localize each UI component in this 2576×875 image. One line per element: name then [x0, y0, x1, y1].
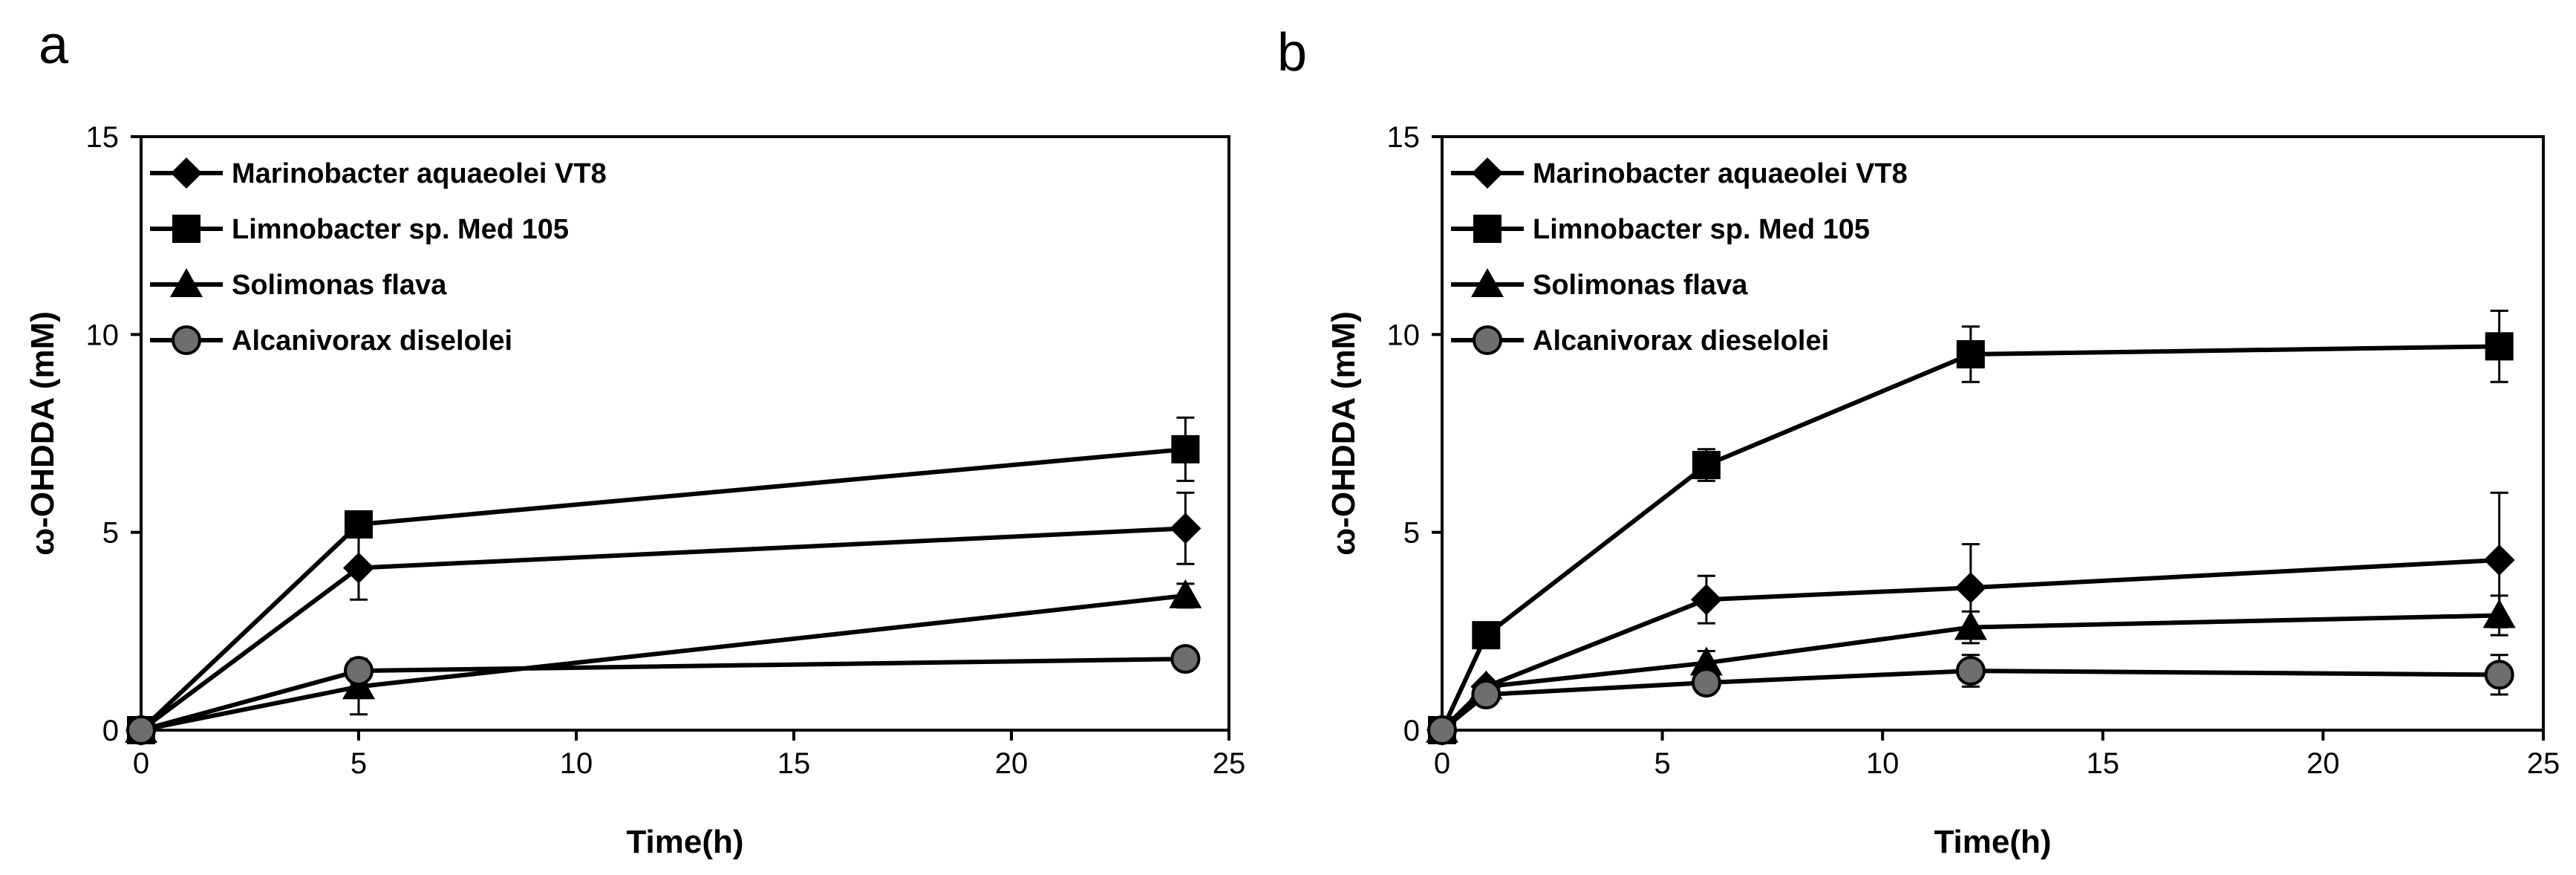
x-tick-label: 10 — [1866, 747, 1900, 780]
data-point-triangle — [2482, 599, 2516, 628]
x-tick-label: 5 — [1654, 747, 1670, 780]
data-point-circle — [1691, 668, 1721, 698]
panel-label: a — [39, 16, 69, 75]
x-axis-label: Time(h) — [626, 824, 743, 860]
data-point-triangle — [1169, 579, 1202, 608]
y-tick-label: 10 — [1387, 319, 1421, 351]
data-point-square — [1692, 451, 1721, 480]
x-axis-label: Time(h) — [1934, 824, 2051, 860]
legend-marker-diamond — [1472, 157, 1503, 189]
data-point-square — [345, 510, 373, 539]
legend-marker-circle — [172, 325, 201, 355]
legend-label: Limnobacter sp. Med 105 — [1533, 214, 1870, 245]
data-point-square — [2485, 332, 2514, 361]
x-tick-label: 10 — [560, 747, 593, 780]
series-circle — [126, 644, 1201, 745]
legend: Marinobacter aquaeolei VT8 Limnobacter sp… — [150, 157, 607, 357]
legend-marker-square — [1473, 215, 1501, 243]
series-square — [127, 416, 1200, 744]
x-tick-label: 20 — [995, 747, 1028, 780]
x-tick-label: 5 — [350, 747, 367, 780]
data-point-diamond — [343, 552, 374, 584]
series-circle — [1427, 654, 2514, 745]
data-point-triangle — [1954, 611, 1987, 640]
series-line — [140, 657, 1186, 732]
y-tick-label: 0 — [102, 715, 119, 747]
legend-marker-circle — [1473, 325, 1502, 355]
series-diamond — [125, 491, 1201, 746]
data-point-circle — [1471, 680, 1501, 710]
data-point-circle — [1170, 644, 1201, 674]
x-tick-label: 15 — [2087, 747, 2120, 780]
y-tick-label: 5 — [102, 517, 119, 550]
data-point-square — [1171, 435, 1200, 463]
y-axis-label: ω-OHDDA (mM) — [25, 311, 61, 556]
data-point-circle — [1955, 656, 1986, 686]
panel-label: b — [1277, 23, 1307, 82]
y-tick-label: 0 — [1403, 715, 1420, 747]
legend-label: Marinobacter aquaeolei VT8 — [1533, 158, 1908, 189]
plot-frame — [1441, 135, 2545, 732]
legend-label: Alcanivorax dieselolei — [1533, 325, 1829, 357]
data-point-circle — [1427, 715, 1457, 745]
x-tick-label: 15 — [777, 747, 811, 780]
data-point-triangle — [1689, 646, 1723, 676]
data-point-square — [1956, 339, 1985, 368]
x-tick-label: 25 — [1213, 747, 1246, 780]
chart-panel-b: b 0 5 10 15 20 25 0 5 10 15 Time(h) ω-OHDDA (mM) Mari… — [1277, 23, 2560, 860]
data-point-diamond — [1170, 513, 1201, 544]
x-tick-label: 0 — [133, 747, 149, 780]
legend-label: Alcanivorax diselolei — [232, 325, 512, 357]
plot-frame — [140, 135, 1230, 732]
x-tick-label: 20 — [2306, 747, 2340, 780]
legend-marker-triangle — [170, 268, 203, 297]
legend-label: Solimonas flava — [1533, 270, 1748, 301]
data-point-square — [1472, 621, 1501, 650]
chart-panel-a: a 0 5 10 15 20 25 0 5 10 15 Time(h) ω-OHDDA (mM) Mari… — [25, 16, 1245, 860]
legend-marker-square — [172, 215, 200, 243]
y-tick-label: 5 — [1403, 517, 1420, 550]
legend-label: Limnobacter sp. Med 105 — [232, 214, 569, 245]
data-point-circle — [344, 656, 374, 686]
y-tick-label: 15 — [1387, 121, 1421, 154]
data-point-diamond — [1954, 572, 1986, 604]
data-point-circle — [2484, 660, 2514, 690]
x-tick-label: 25 — [2527, 747, 2560, 780]
data-point-diamond — [2483, 544, 2515, 576]
x-tick-label: 0 — [1434, 747, 1450, 780]
legend-marker-diamond — [171, 157, 202, 189]
data-point-circle — [126, 715, 156, 745]
legend-marker-triangle — [1471, 268, 1504, 297]
legend-label: Solimonas flava — [232, 270, 447, 301]
data-point-diamond — [1690, 584, 1722, 616]
legend-label: Marinobacter aquaeolei VT8 — [232, 158, 607, 189]
y-tick-label: 15 — [86, 121, 120, 154]
y-tick-label: 10 — [86, 319, 120, 351]
legend: Marinobacter aquaeolei VT8 Limnobacter sp… — [1451, 157, 1908, 357]
y-axis-label: ω-OHDDA (mM) — [1326, 311, 1362, 556]
